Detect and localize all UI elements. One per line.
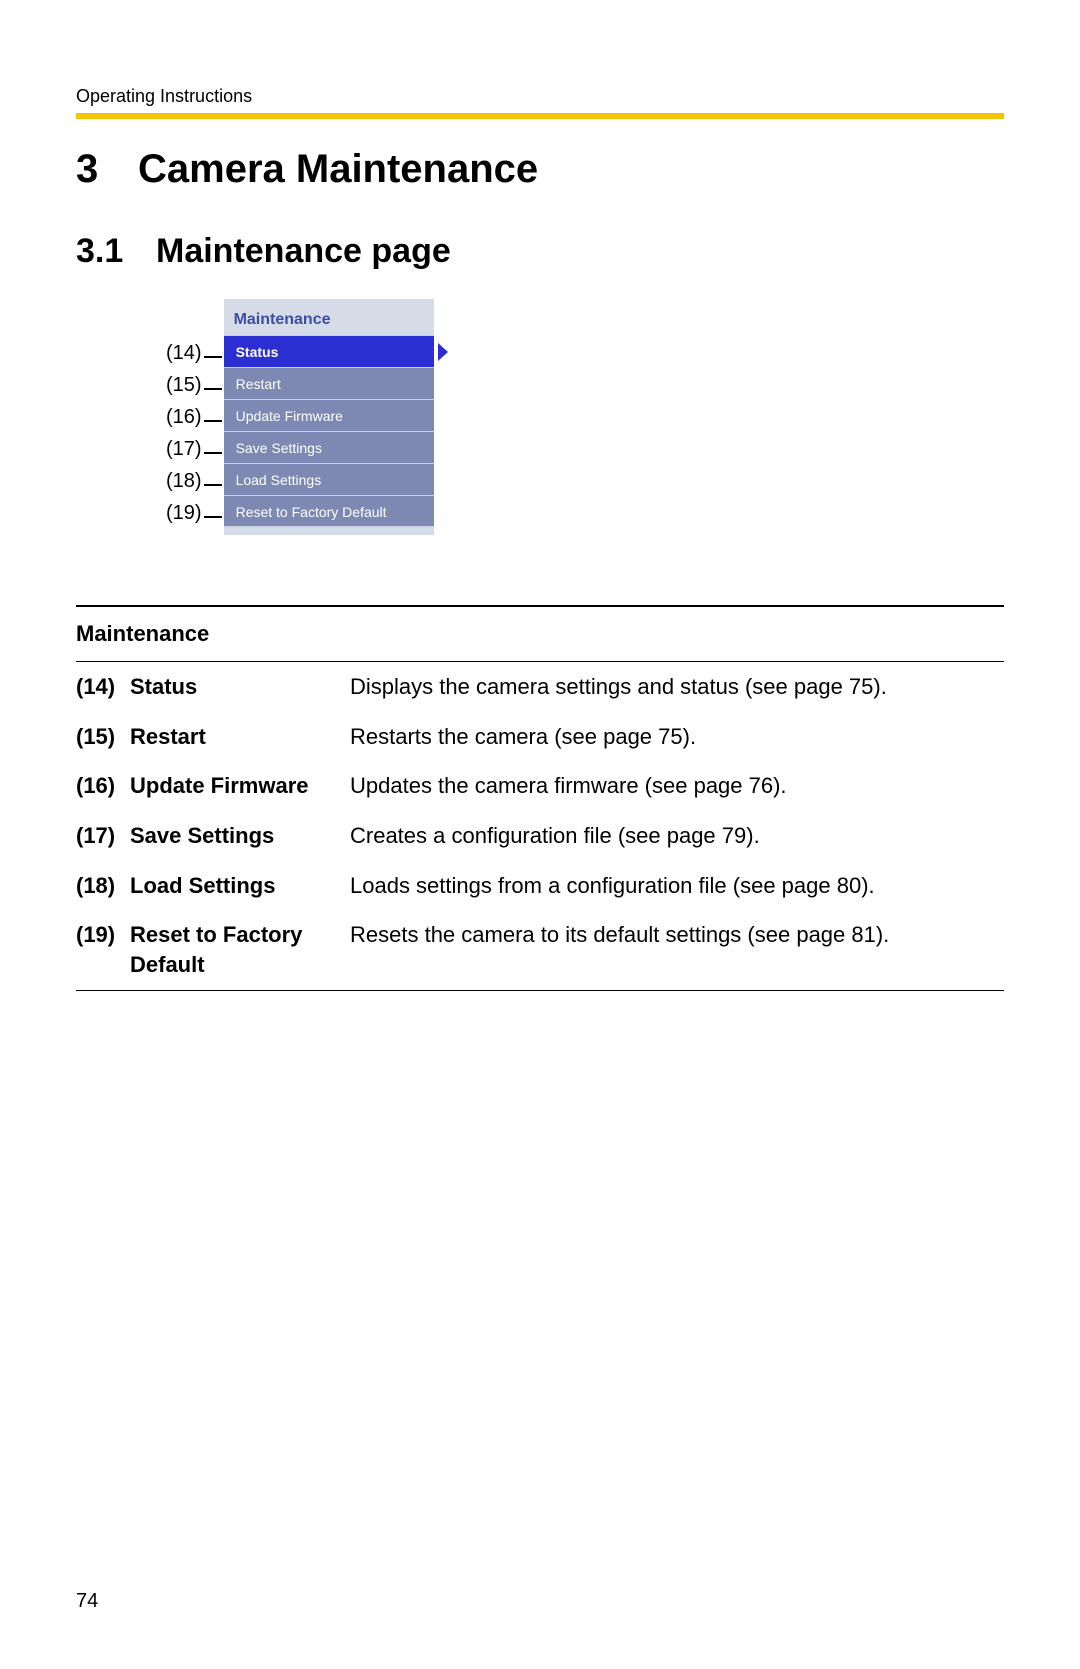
leader-line: [204, 516, 222, 518]
callout: (14): [166, 337, 222, 369]
table-row: (18) Load Settings Loads settings from a…: [76, 861, 1004, 911]
leader-line: [204, 484, 222, 486]
menu-item-label: Update Firmware: [236, 408, 343, 424]
callout: (19): [166, 497, 222, 529]
running-header: Operating Instructions: [76, 86, 1004, 107]
leader-line: [204, 388, 222, 390]
section-number: 3.1: [76, 232, 156, 271]
leader-line: [204, 420, 222, 422]
def-term: Update Firmware: [130, 761, 350, 811]
chapter-title: Camera Maintenance: [138, 147, 538, 191]
menu-figure: (14) (15) (16) (17) (18) (19) Maintenanc…: [166, 299, 1004, 535]
table-row: (16) Update Firmware Updates the camera …: [76, 761, 1004, 811]
table-row: (14) Status Displays the camera settings…: [76, 662, 1004, 712]
callout: (17): [166, 433, 222, 465]
definitions-table: (14) Status Displays the camera settings…: [76, 662, 1004, 990]
callout: (15): [166, 369, 222, 401]
menu-item-reset-factory[interactable]: Reset to Factory Default: [224, 495, 434, 527]
definitions-section: Maintenance (14) Status Displays the cam…: [76, 605, 1004, 991]
leader-line: [204, 356, 222, 358]
def-term: Save Settings: [130, 811, 350, 861]
leader-line: [204, 452, 222, 454]
def-num: (19): [76, 910, 130, 989]
table-row: (19) Reset to Factory Default Resets the…: [76, 910, 1004, 989]
maintenance-menu-panel: Maintenance Status Restart Update Firmwa…: [224, 299, 434, 535]
def-num: (15): [76, 712, 130, 762]
callout: (18): [166, 465, 222, 497]
menu-item-label: Save Settings: [236, 440, 322, 456]
menu-item-label: Restart: [236, 376, 281, 392]
chapter-heading: 3Camera Maintenance: [76, 147, 1004, 192]
def-term: Restart: [130, 712, 350, 762]
def-desc: Restarts the camera (see page 75).: [350, 712, 1004, 762]
menu-item-label: Load Settings: [236, 472, 322, 488]
menu-item-status[interactable]: Status: [224, 335, 434, 367]
rule-bottom: [76, 990, 1004, 991]
def-term: Status: [130, 662, 350, 712]
def-desc: Resets the camera to its default setting…: [350, 910, 1004, 989]
menu-item-restart[interactable]: Restart: [224, 367, 434, 399]
callout: (16): [166, 401, 222, 433]
active-arrow-icon: [438, 343, 448, 361]
menu-item-load-settings[interactable]: Load Settings: [224, 463, 434, 495]
menu-item-update-firmware[interactable]: Update Firmware: [224, 399, 434, 431]
def-term: Reset to Factory Default: [130, 910, 350, 989]
callout-column: (14) (15) (16) (17) (18) (19): [166, 299, 222, 529]
document-page: Operating Instructions 3Camera Maintenan…: [0, 0, 1080, 1669]
def-num: (17): [76, 811, 130, 861]
def-desc: Loads settings from a configuration file…: [350, 861, 1004, 911]
def-desc: Displays the camera settings and status …: [350, 662, 1004, 712]
def-desc: Updates the camera firmware (see page 76…: [350, 761, 1004, 811]
menu-item-label: Reset to Factory Default: [236, 504, 387, 520]
def-term: Load Settings: [130, 861, 350, 911]
menu-panel-title: Maintenance: [224, 307, 434, 335]
menu-item-save-settings[interactable]: Save Settings: [224, 431, 434, 463]
def-num: (16): [76, 761, 130, 811]
def-num: (14): [76, 662, 130, 712]
section-title: Maintenance page: [156, 232, 451, 270]
definitions-heading: Maintenance: [76, 607, 1004, 661]
page-number: 74: [76, 1590, 98, 1613]
chapter-number: 3: [76, 147, 138, 192]
def-num: (18): [76, 861, 130, 911]
table-row: (17) Save Settings Creates a configurati…: [76, 811, 1004, 861]
menu-item-label: Status: [236, 344, 279, 360]
def-desc: Creates a configuration file (see page 7…: [350, 811, 1004, 861]
table-row: (15) Restart Restarts the camera (see pa…: [76, 712, 1004, 762]
header-accent-rule: [76, 113, 1004, 119]
section-heading: 3.1Maintenance page: [76, 232, 1004, 271]
